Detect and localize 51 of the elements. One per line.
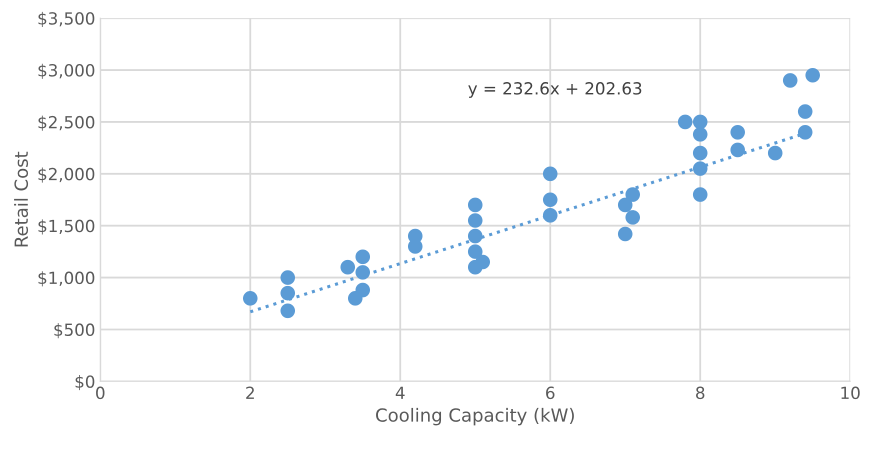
point: [475, 254, 490, 270]
x-tick-label: 2: [246, 386, 254, 399]
point: [692, 127, 708, 142]
x-tick-label: 10: [841, 386, 860, 400]
point: [355, 282, 370, 298]
y-tick-label: $1,000: [38, 271, 94, 286]
point: [280, 270, 296, 285]
point: [692, 146, 708, 160]
y-tick-label: $500: [54, 323, 94, 338]
point: [805, 68, 820, 83]
y-axis-title: Retail Cost: [14, 152, 28, 246]
y-tick-label: $3,000: [38, 64, 94, 79]
point: [468, 228, 483, 244]
point: [355, 250, 370, 264]
annotation: y = 232.6x + 202.63: [468, 82, 642, 98]
point: [280, 304, 296, 318]
point: [730, 142, 745, 158]
point: [798, 104, 812, 119]
point: [692, 114, 708, 130]
point: [542, 192, 558, 208]
y-tick-label: $1,500: [38, 219, 94, 234]
point: [618, 226, 633, 242]
point: [468, 213, 483, 228]
point: [542, 166, 558, 182]
y-tick-label: $3,500: [38, 12, 94, 27]
point: [242, 291, 258, 306]
x-tick-label: 6: [546, 386, 554, 400]
point: [408, 239, 423, 254]
y-tick-label: $2,000: [38, 167, 94, 183]
point: [355, 265, 370, 280]
point: [730, 125, 745, 140]
x-axis-title: Cooling Capacity (kW): [376, 408, 574, 426]
point: [782, 73, 798, 88]
x-tick-label: 8: [696, 386, 704, 400]
point: [468, 198, 483, 212]
point: [625, 210, 640, 225]
x-tick-label: 4: [396, 386, 405, 399]
y-tick-label: $2,500: [38, 116, 94, 131]
x-tick-label: 0: [96, 386, 104, 400]
point: [768, 146, 782, 160]
point: [468, 244, 483, 259]
point: [692, 187, 708, 202]
point: [692, 161, 708, 176]
point: [280, 286, 296, 300]
point: [625, 187, 640, 202]
point: [798, 125, 812, 140]
y-tick-label: $0: [76, 375, 94, 390]
point: [542, 208, 558, 223]
point: [618, 198, 633, 212]
point: [678, 114, 692, 130]
point: [340, 260, 356, 274]
